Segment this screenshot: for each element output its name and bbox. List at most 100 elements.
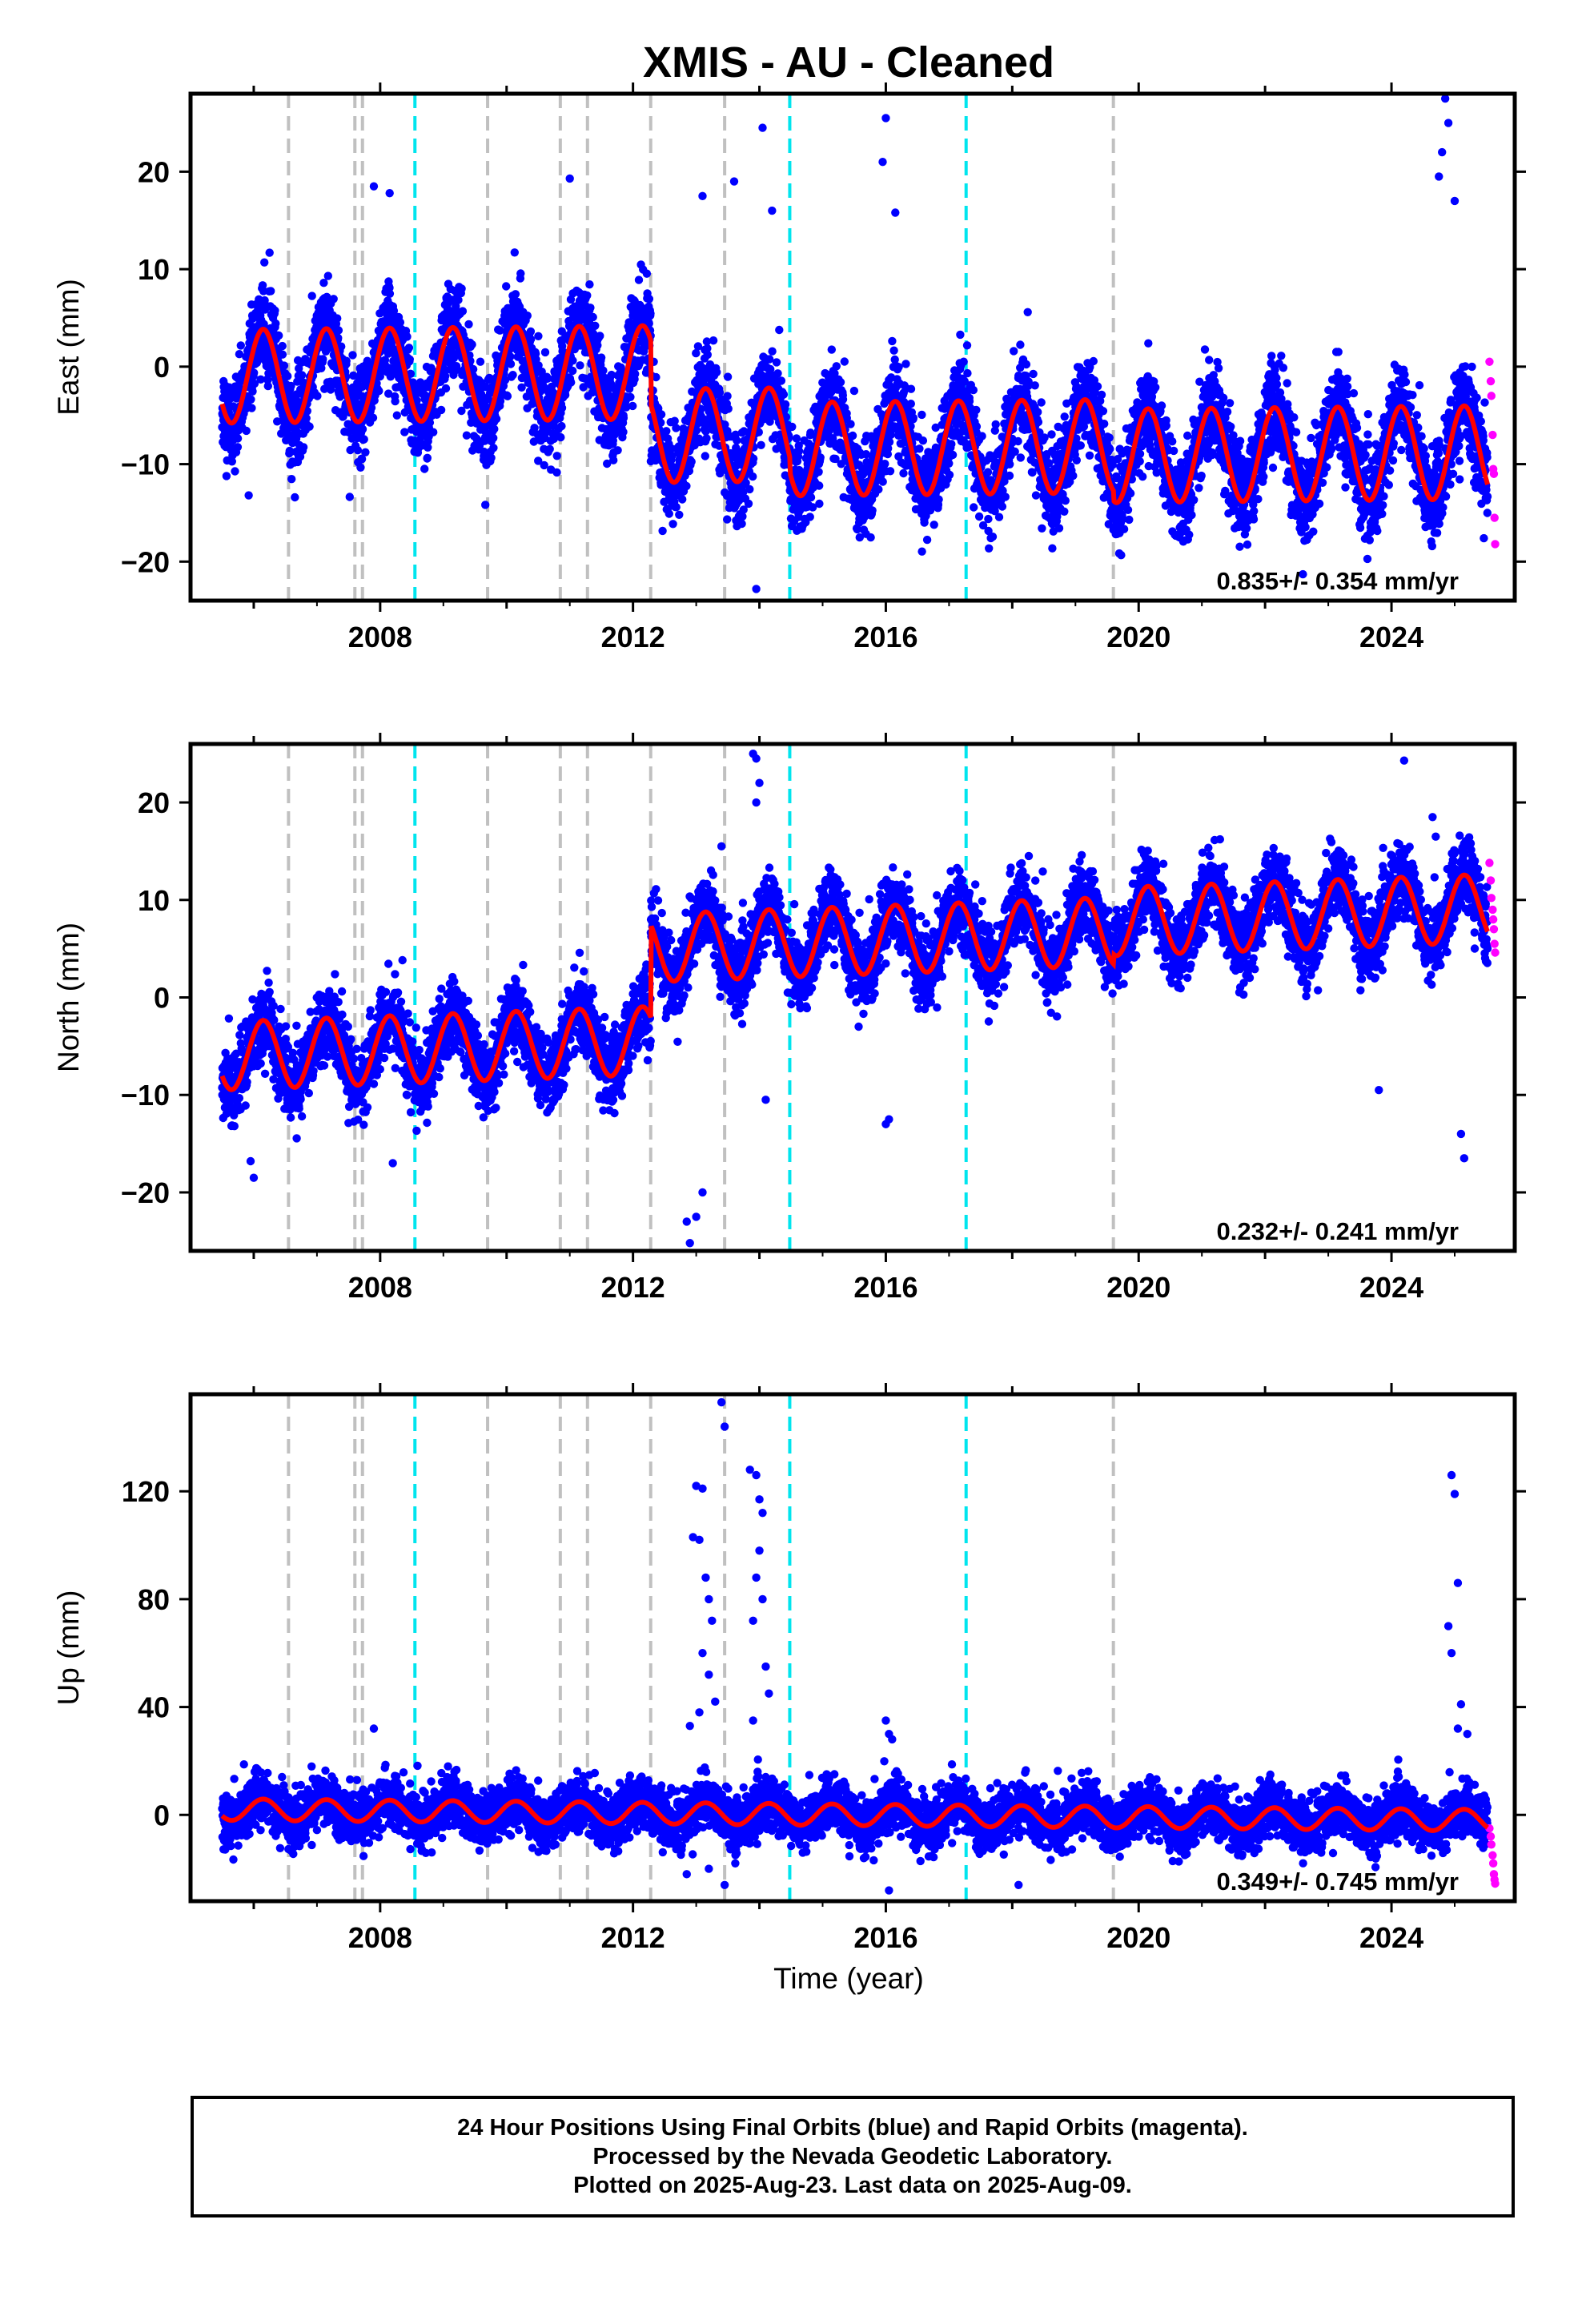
data-point (283, 372, 292, 380)
data-point (560, 391, 570, 400)
data-point (849, 386, 859, 396)
data-point (656, 418, 665, 427)
data-point (1119, 525, 1129, 533)
data-point (909, 413, 918, 422)
data-point (271, 306, 279, 315)
data-point (334, 326, 343, 335)
data-point (1126, 489, 1135, 498)
data-point (596, 332, 604, 340)
data-point (425, 418, 435, 427)
data-point (297, 371, 307, 380)
data-point (626, 392, 635, 401)
data-point (991, 420, 1000, 429)
data-point (502, 282, 511, 291)
data-point (333, 314, 342, 323)
data-point (1097, 390, 1106, 400)
data-point (766, 364, 775, 374)
data-point (814, 468, 823, 476)
data-point (815, 481, 824, 490)
data-point (669, 520, 677, 529)
data-point (1105, 433, 1114, 442)
data-point (701, 427, 710, 436)
data-point (1061, 497, 1070, 505)
data-point (1029, 369, 1038, 379)
data-point (1093, 382, 1102, 391)
data-point (1157, 401, 1166, 410)
data-point (236, 341, 245, 350)
data-point (496, 326, 504, 335)
data-point (868, 506, 877, 515)
data-point (1117, 551, 1126, 560)
data-point (832, 362, 841, 371)
data-point (739, 488, 748, 497)
data-point (534, 361, 543, 370)
data-point (779, 390, 789, 399)
data-point (1040, 433, 1049, 442)
data-point (303, 407, 311, 416)
data-point (1085, 451, 1094, 460)
data-point (1022, 360, 1031, 369)
data-point (523, 312, 532, 320)
data-point (906, 384, 916, 393)
data-point (918, 436, 928, 445)
data-point (231, 467, 239, 476)
data-point (1016, 340, 1025, 349)
data-point (540, 348, 550, 357)
data-point (969, 385, 978, 395)
data-point (805, 513, 814, 521)
data-point (846, 420, 855, 428)
data-point (1135, 456, 1144, 466)
data-point (670, 416, 679, 425)
data-point (715, 388, 725, 397)
data-point (724, 404, 733, 413)
data-point (599, 366, 608, 375)
data-point (749, 472, 757, 481)
data-point (644, 319, 653, 328)
data-point (287, 381, 295, 391)
data-point (233, 443, 243, 452)
data-point (291, 493, 299, 502)
data-point (265, 248, 274, 257)
data-point (721, 420, 729, 429)
data-point (279, 361, 289, 370)
data-point (709, 336, 718, 345)
data-point (915, 444, 924, 453)
data-point (806, 493, 816, 502)
data-point (385, 283, 394, 292)
data-point (607, 370, 616, 380)
data-point (768, 347, 777, 356)
data-point (723, 372, 733, 381)
data-point (781, 412, 791, 421)
data-point (1072, 456, 1082, 464)
data-point (972, 405, 981, 415)
data-point (662, 427, 671, 436)
data-point (631, 369, 640, 379)
data-point (693, 342, 703, 351)
data-point (250, 379, 259, 388)
data-point (295, 364, 303, 373)
data-point (962, 341, 972, 350)
data-point (250, 368, 259, 377)
data-point (1060, 507, 1069, 516)
data-point (1023, 308, 1032, 316)
data-point (888, 336, 897, 346)
data-point (622, 403, 631, 412)
data-point (917, 547, 926, 556)
data-point (326, 385, 335, 394)
data-point (530, 424, 539, 432)
data-point (457, 284, 466, 293)
data-point (567, 378, 576, 387)
data-point (754, 428, 763, 436)
data-point (406, 369, 416, 378)
data-point (481, 382, 490, 392)
data-point (1125, 515, 1134, 525)
data-point (404, 344, 414, 352)
data-point (490, 424, 499, 433)
data-point (703, 344, 712, 353)
data-point (275, 331, 283, 340)
data-point (462, 431, 472, 440)
data-point (464, 320, 473, 329)
data-point (713, 368, 721, 376)
